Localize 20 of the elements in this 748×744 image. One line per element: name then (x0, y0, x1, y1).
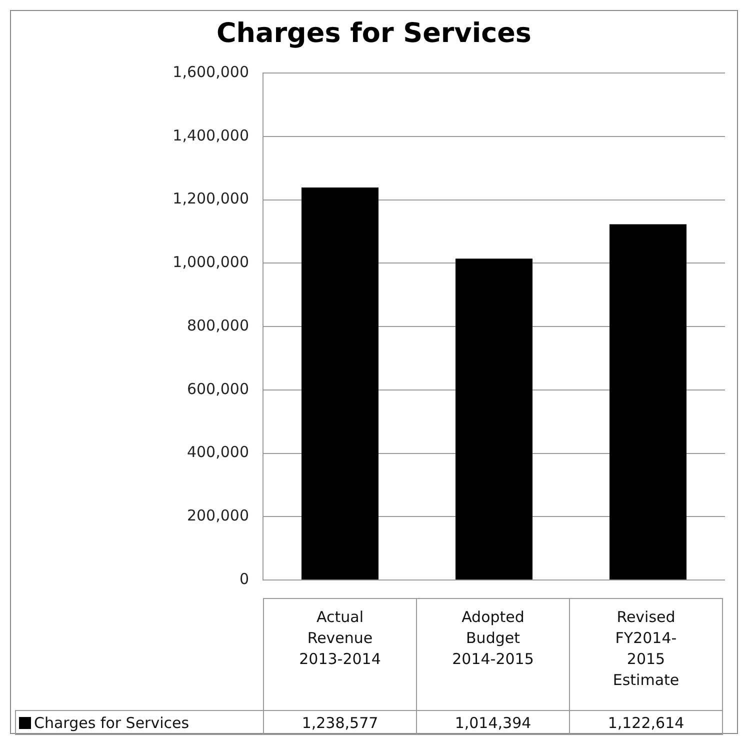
y-tick-label: 0 (239, 570, 249, 588)
chart-title: Charges for Services (215, 18, 532, 49)
data-label: 1,122,614 (570, 710, 722, 734)
x-tick-label: Actual Revenue 2013-2014 (298, 607, 382, 670)
data-label: 1,238,577 (264, 710, 416, 734)
y-tick-label: 800,000 (186, 316, 249, 334)
x-tick-label: Revised FY2014-2015 Estimate (612, 607, 680, 691)
y-tick-label: 1,600,000 (172, 62, 249, 81)
y-tick-label: 200,000 (186, 506, 249, 525)
bar (302, 188, 378, 580)
x-tick-label: Adopted Budget 2014-2015 (451, 607, 535, 670)
y-tick-label: 600,000 (186, 380, 249, 398)
legend-label: Charges for Services (16, 710, 264, 734)
bar (456, 258, 532, 580)
y-tick-label: 1,000,000 (172, 253, 249, 272)
y-tick-label: 1,400,000 (172, 126, 249, 144)
y-tick-label: 1,200,000 (172, 190, 249, 208)
y-tick-label: 400,000 (186, 443, 249, 462)
data-label: 1,014,394 (416, 710, 570, 734)
bar (610, 224, 686, 580)
